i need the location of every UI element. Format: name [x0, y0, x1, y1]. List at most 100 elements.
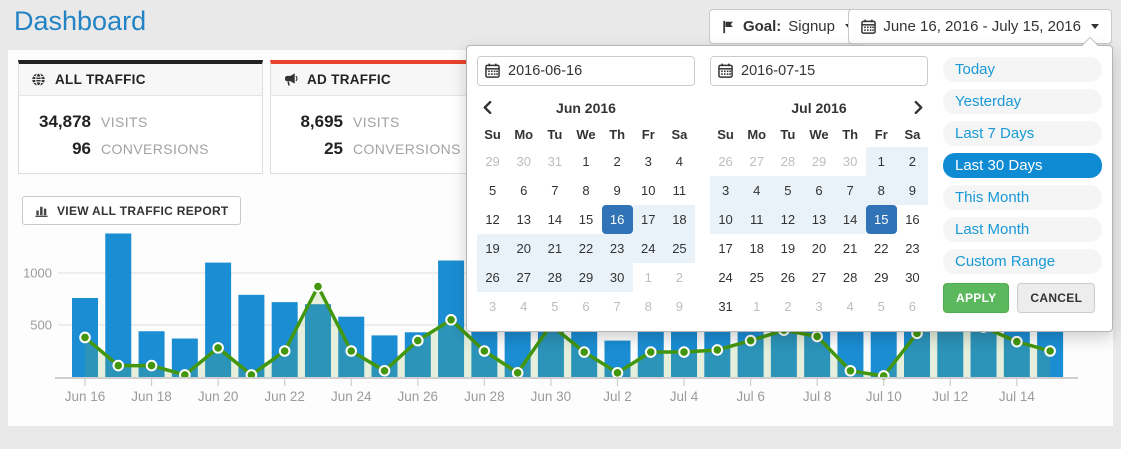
- calendar-day-cell[interactable]: 13: [803, 205, 835, 234]
- calendar-day-cell[interactable]: 17: [632, 205, 664, 234]
- calendar-day-cell[interactable]: 5: [877, 299, 885, 314]
- range-item-custom-range[interactable]: Custom Range: [943, 249, 1102, 274]
- calendar-day-cell[interactable]: 15: [578, 212, 594, 227]
- calendar-day-cell[interactable]: 16: [601, 205, 633, 234]
- cancel-button[interactable]: CANCEL: [1017, 283, 1096, 313]
- calendar-day-cell[interactable]: 14: [547, 212, 563, 227]
- calendar-day-cell[interactable]: 12: [485, 212, 500, 227]
- calendar-day-cell[interactable]: 8: [865, 176, 897, 205]
- calendar-day-cell[interactable]: 16: [905, 212, 920, 227]
- calendar-day-cell[interactable]: 1: [644, 270, 652, 285]
- calendar-day-cell[interactable]: 27: [508, 263, 540, 292]
- calendar-day-cell[interactable]: 2: [675, 270, 684, 285]
- calendar-day-cell[interactable]: 12: [772, 205, 804, 234]
- calendar-day-cell[interactable]: 31: [718, 299, 733, 314]
- calendar-day-cell[interactable]: 29: [874, 270, 889, 285]
- calendar-day-cell[interactable]: 9: [896, 176, 928, 205]
- prev-month-icon[interactable]: [477, 100, 497, 115]
- calendar-day-cell[interactable]: 11: [741, 205, 773, 234]
- calendar-day-cell[interactable]: 21: [842, 241, 858, 256]
- calendar-day-cell[interactable]: 6: [803, 176, 835, 205]
- view-all-traffic-report-button[interactable]: VIEW ALL TRAFFIC REPORT: [22, 196, 241, 225]
- calendar-day-cell[interactable]: 4: [520, 299, 528, 314]
- calendar-day-cell[interactable]: 25: [663, 234, 695, 263]
- calendar-day-cell[interactable]: 3: [815, 299, 823, 314]
- date-range-button[interactable]: June 16, 2016 - July 15, 2016: [848, 9, 1112, 44]
- calendar-day-cell[interactable]: 8: [644, 299, 652, 314]
- calendar-day-cell[interactable]: 19: [477, 234, 509, 263]
- calendar-day-cell[interactable]: 1: [582, 154, 590, 169]
- calendar-day-cell[interactable]: 5: [488, 183, 497, 198]
- calendar-day-cell[interactable]: 31: [547, 154, 563, 169]
- range-item-this-month[interactable]: This Month: [943, 185, 1102, 210]
- calendar-day-cell[interactable]: 29: [811, 154, 827, 169]
- calendar-day-cell[interactable]: 26: [477, 263, 509, 292]
- calendar-day-cell[interactable]: 28: [842, 270, 858, 285]
- calendar-day-cell[interactable]: 11: [672, 183, 687, 198]
- range-item-today[interactable]: Today: [943, 57, 1102, 82]
- calendar-day-cell[interactable]: 5: [551, 299, 559, 314]
- calendar-day-cell[interactable]: 2: [613, 154, 621, 169]
- calendar-day-cell[interactable]: 28: [539, 263, 571, 292]
- calendar-day-cell[interactable]: 1: [753, 299, 761, 314]
- calendar-day-cell[interactable]: 20: [811, 241, 827, 256]
- calendar-day-cell[interactable]: 24: [718, 270, 733, 285]
- calendar-day-cell[interactable]: 27: [811, 270, 827, 285]
- calendar-day-cell[interactable]: 24: [632, 234, 664, 263]
- calendar-day-cell[interactable]: 18: [749, 241, 764, 256]
- calendar-day-cell[interactable]: 19: [780, 241, 796, 256]
- apply-button[interactable]: APPLY: [943, 283, 1010, 313]
- range-item-last-30-days[interactable]: Last 30 Days: [943, 153, 1102, 178]
- goal-dropdown-button[interactable]: Goal: Signup: [708, 9, 866, 44]
- calendar-day-cell[interactable]: 8: [582, 183, 590, 198]
- calendar-day-cell[interactable]: 30: [601, 263, 633, 292]
- calendar-day-cell[interactable]: 22: [874, 241, 889, 256]
- calendar-day-cell[interactable]: 13: [516, 212, 531, 227]
- calendar-day-cell[interactable]: 17: [718, 241, 733, 256]
- calendar-day-cell[interactable]: 23: [601, 234, 633, 263]
- calendar-day-cell[interactable]: 15: [865, 205, 897, 234]
- calendar-day-cell[interactable]: 30: [842, 154, 858, 169]
- calendar-day-cell[interactable]: 20: [508, 234, 540, 263]
- calendar-day-cell[interactable]: 6: [582, 299, 590, 314]
- calendar-day-cell[interactable]: 29: [485, 154, 500, 169]
- calendar-day-cell[interactable]: 23: [905, 241, 920, 256]
- calendar-day-cell[interactable]: 10: [710, 205, 742, 234]
- calendar-day-cell[interactable]: 25: [749, 270, 764, 285]
- start-date-input[interactable]: [477, 56, 695, 86]
- calendar-day-cell[interactable]: 4: [741, 176, 773, 205]
- calendar-day-cell[interactable]: 4: [675, 154, 684, 169]
- next-month-icon[interactable]: [908, 100, 928, 115]
- calendar-day-cell[interactable]: 5: [772, 176, 804, 205]
- calendar-day-cell[interactable]: 26: [718, 154, 733, 169]
- calendar-day-cell[interactable]: 7: [613, 299, 621, 314]
- calendar-day-cell[interactable]: 6: [520, 183, 528, 198]
- range-item-last-7-days[interactable]: Last 7 Days: [943, 121, 1102, 146]
- calendar-day-cell[interactable]: 22: [570, 234, 602, 263]
- calendar-day-cell[interactable]: 18: [663, 205, 695, 234]
- calendar-day-cell[interactable]: 27: [749, 154, 764, 169]
- calendar-day-cell[interactable]: 30: [516, 154, 531, 169]
- calendar-day-cell[interactable]: 2: [896, 147, 928, 176]
- calendar-day-cell[interactable]: 26: [780, 270, 796, 285]
- calendar-day-cell[interactable]: 4: [846, 299, 854, 314]
- calendar-day-cell[interactable]: 30: [905, 270, 920, 285]
- calendar-day-cell[interactable]: 9: [675, 299, 684, 314]
- calendar-day-cell[interactable]: 10: [641, 183, 656, 198]
- range-item-yesterday[interactable]: Yesterday: [943, 89, 1102, 114]
- calendar-day-cell[interactable]: 1: [865, 147, 897, 176]
- calendar-day-cell[interactable]: 29: [570, 263, 602, 292]
- calendar-day-cell[interactable]: 6: [908, 299, 917, 314]
- end-date-input[interactable]: [710, 56, 928, 86]
- calendar-day-cell[interactable]: 28: [780, 154, 796, 169]
- calendar-day-cell[interactable]: 14: [834, 205, 866, 234]
- calendar-day-cell[interactable]: 9: [613, 183, 621, 198]
- range-item-last-month[interactable]: Last Month: [943, 217, 1102, 242]
- calendar-day-cell[interactable]: 3: [710, 176, 742, 205]
- calendar-day-cell[interactable]: 3: [488, 299, 497, 314]
- calendar-day-cell[interactable]: 7: [551, 183, 559, 198]
- calendar-day-cell[interactable]: 7: [834, 176, 866, 205]
- calendar-day-cell[interactable]: 2: [784, 299, 792, 314]
- calendar-day-cell[interactable]: 3: [644, 154, 652, 169]
- calendar-day-cell[interactable]: 21: [539, 234, 571, 263]
